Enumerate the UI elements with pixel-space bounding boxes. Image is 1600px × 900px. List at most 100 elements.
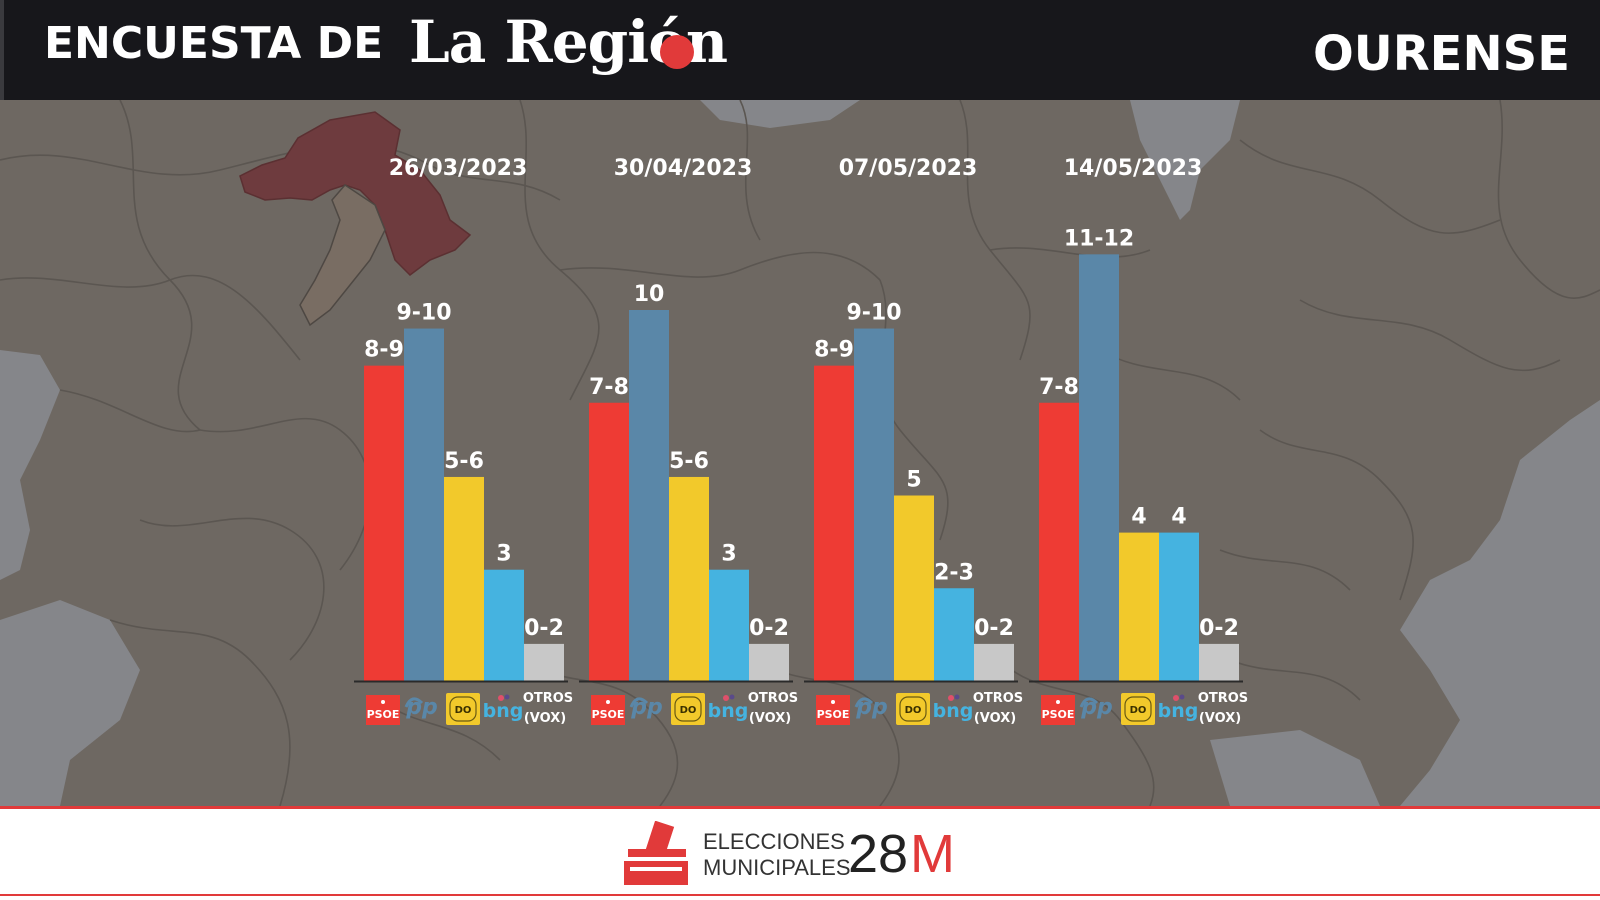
map-outside-bottom-right [1210, 730, 1380, 806]
psoe-logo-icon: PSOE [591, 695, 625, 725]
bar-value-label: 9-10 [396, 301, 451, 326]
psoe-logo-text: PSOE [1042, 708, 1075, 721]
bar-value-label: 5-6 [669, 449, 709, 474]
map-adjacent-region [299, 184, 386, 327]
map-outside-left [0, 350, 60, 580]
do-logo-text: DO [680, 705, 697, 716]
do-logo-icon: DO [1121, 693, 1155, 725]
bar-do [894, 495, 934, 681]
bar-value-label: 7-8 [1039, 375, 1079, 400]
do-logo-text: DO [455, 705, 472, 716]
otros-label-line1: OTROS [973, 691, 1023, 706]
bar-group: 07/05/2023 8-9 9-10 5 2-3 0-2 PSOE pp DO bngOTROS… [804, 156, 1023, 726]
bar-group: 26/03/2023 8-9 9-10 5-6 3 0-2 PSOE pp DO bngOTROS… [354, 156, 573, 726]
bar-value-label: 10 [634, 282, 665, 307]
footer-date-number: 28 [848, 824, 909, 884]
bar-value-label: 7-8 [589, 375, 629, 400]
ballot-box-icon [624, 821, 688, 885]
bar-value-label: 8-9 [364, 338, 404, 363]
footer-banner: ELECCIONES MUNICIPALES 28 M [0, 806, 1600, 900]
group-date-label: 26/03/2023 [389, 156, 528, 181]
header-prefix: ENCUESTA DE [44, 18, 384, 69]
bar-value-label: 0-2 [524, 616, 564, 641]
bar-do [1119, 532, 1159, 681]
bng-logo-icon: bng [483, 694, 523, 722]
pp-logo-icon: pp [629, 695, 663, 720]
psoe-logo-text: PSOE [592, 708, 625, 721]
pp-logo-icon: pp [854, 695, 888, 720]
bar-value-label: 5-6 [444, 449, 484, 474]
psoe-logo-text: PSOE [817, 708, 850, 721]
bar-otros-vox [1199, 643, 1239, 681]
bar-value-label: 2-3 [934, 560, 974, 585]
map-outside-bottom-left [0, 600, 140, 806]
bng-logo-text: bng [933, 700, 974, 722]
bar-value-label: 11-12 [1064, 226, 1134, 251]
bar-value-label: 4 [1171, 505, 1186, 530]
psoe-logo-text: PSOE [367, 708, 400, 721]
bar-bng [1159, 532, 1199, 681]
bar-value-label: 0-2 [974, 616, 1014, 641]
bar-value-label: 0-2 [1199, 616, 1239, 641]
pp-logo-icon: pp [404, 695, 438, 720]
bar-bng [934, 588, 974, 681]
otros-label-line1: OTROS [748, 691, 798, 706]
psoe-logo-icon: PSOE [816, 695, 850, 725]
bar-bng [484, 569, 524, 681]
bng-logo-text: bng [1158, 700, 1199, 722]
bar-bng [709, 569, 749, 681]
pp-logo-icon: pp [1079, 695, 1113, 720]
pp-logo-text: pp [1080, 695, 1113, 720]
bar-otros-vox [524, 643, 564, 681]
footer-bottom-line [0, 894, 1600, 896]
do-logo-text: DO [1130, 705, 1147, 716]
bar-value-label: 8-9 [814, 338, 854, 363]
pp-logo-text: pp [630, 695, 663, 720]
bar-pp [404, 328, 444, 681]
psoe-logo-icon: PSOE [1041, 695, 1075, 725]
pp-logo-text: pp [405, 695, 438, 720]
bar-value-label: 9-10 [846, 301, 901, 326]
bar-value-label: 0-2 [749, 616, 789, 641]
footer-line-municipales: MUNICIPALES [703, 855, 851, 880]
bar-psoe [364, 365, 404, 681]
bng-logo-icon: bng [1158, 694, 1199, 722]
bar-value-label: 3 [721, 542, 736, 567]
bng-logo-icon: bng [708, 694, 748, 722]
otros-label-line1: OTROS [523, 691, 573, 706]
do-logo-text: DO [905, 705, 922, 716]
otros-label-line2: (VOX) [749, 711, 791, 726]
header-bar: ENCUESTA DE La Región OURENSE [0, 0, 1600, 100]
do-logo-icon: DO [896, 693, 930, 725]
map-background [0, 100, 1600, 806]
map-outside-top-mid [700, 100, 860, 128]
bar-value-label: 4 [1131, 505, 1146, 530]
bar-otros-vox [974, 643, 1014, 681]
map-outside-right [1400, 400, 1600, 806]
footer-line-elecciones: ELECCIONES [703, 829, 845, 854]
bar-psoe [814, 365, 854, 681]
group-date-label: 07/05/2023 [839, 156, 978, 181]
bar-do [669, 476, 709, 681]
group-date-label: 30/04/2023 [614, 156, 753, 181]
psoe-logo-icon: PSOE [366, 695, 400, 725]
bar-psoe [589, 402, 629, 681]
bar-psoe [1039, 402, 1079, 681]
do-logo-icon: DO [671, 693, 705, 725]
group-date-label: 14/05/2023 [1064, 156, 1203, 181]
pp-logo-text: pp [855, 695, 888, 720]
header-city: OURENSE [1312, 26, 1570, 82]
bar-do [444, 476, 484, 681]
province-map [0, 100, 1600, 806]
footer-date-letter: M [910, 824, 955, 884]
bar-pp [629, 310, 669, 681]
bar-value-label: 3 [496, 542, 511, 567]
otros-label-line2: (VOX) [1199, 711, 1241, 726]
bar-pp [854, 328, 894, 681]
do-logo-icon: DO [446, 693, 480, 725]
map-outside-top-right [1130, 100, 1240, 220]
otros-label-line2: (VOX) [974, 711, 1016, 726]
